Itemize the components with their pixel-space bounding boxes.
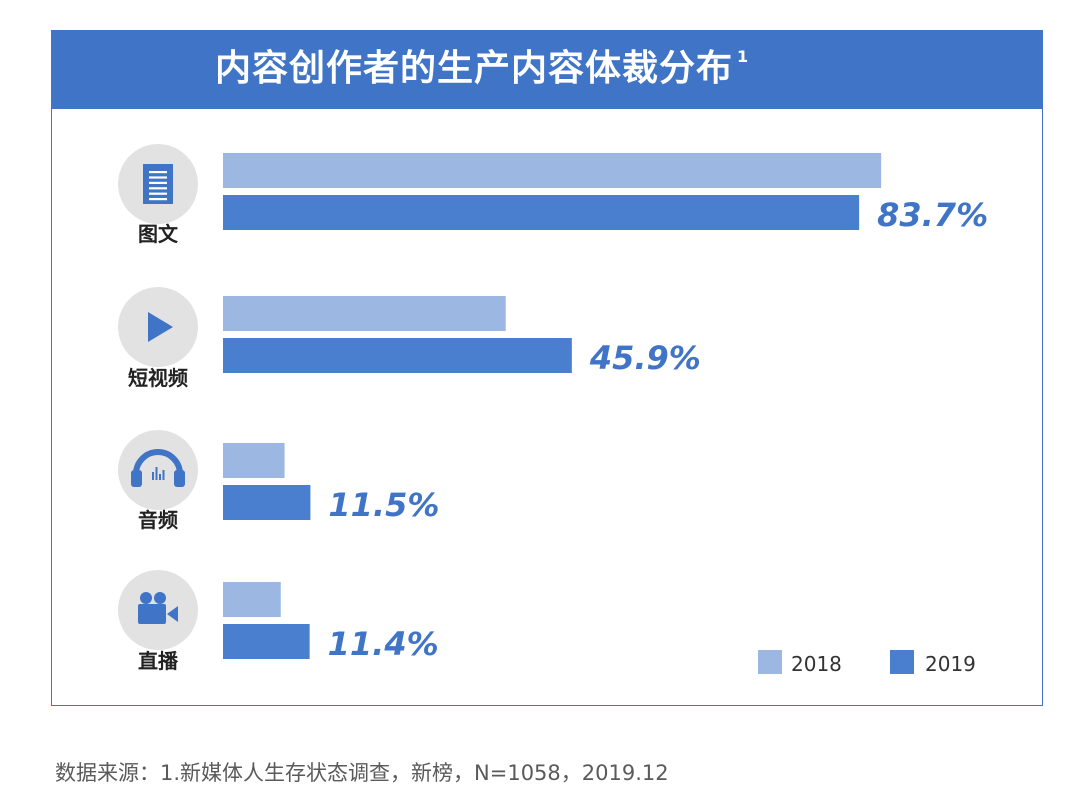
bar-2018: [223, 582, 281, 617]
chart-title: 内容创作者的生产内容体裁分布 1: [215, 47, 750, 89]
data-label: 11.5%: [328, 486, 439, 524]
legend-swatch-2018: [758, 650, 782, 674]
title-bar: 内容创作者的生产内容体裁分布 1: [52, 31, 1042, 109]
play-icon: [118, 287, 198, 367]
video-camera-icon: [118, 570, 198, 650]
category-label: 音频: [138, 508, 178, 532]
bar-2018: [223, 153, 882, 188]
legend-label-2018: 2018: [791, 652, 842, 676]
data-label: 45.9%: [589, 339, 701, 377]
bar-2018: [223, 296, 506, 331]
data-label: 83.7%: [877, 196, 988, 234]
category-label: 图文: [138, 222, 179, 246]
bar-2018: [223, 443, 285, 478]
legend: 2018 2019: [758, 650, 976, 676]
bar-2019: [223, 485, 311, 520]
title-superscript: 1: [737, 47, 750, 66]
category-label: 短视频: [128, 366, 188, 390]
chart-frame: 内容创作者的生产内容体裁分布 1: [51, 30, 1043, 706]
document-icon: [118, 144, 198, 224]
bar-2019: [223, 624, 310, 659]
data-label: 11.4%: [328, 625, 439, 663]
bar-2019: [223, 338, 572, 373]
legend-swatch-2019: [890, 650, 914, 674]
bar-2019: [223, 195, 860, 230]
legend-label-2019: 2019: [925, 652, 976, 676]
headphones-icon: [118, 430, 198, 510]
category-label: 直播: [138, 649, 179, 673]
data-source-note: 数据来源：1.新媒体人生存状态调查，新榜，N=1058，2019.12: [55, 761, 669, 785]
